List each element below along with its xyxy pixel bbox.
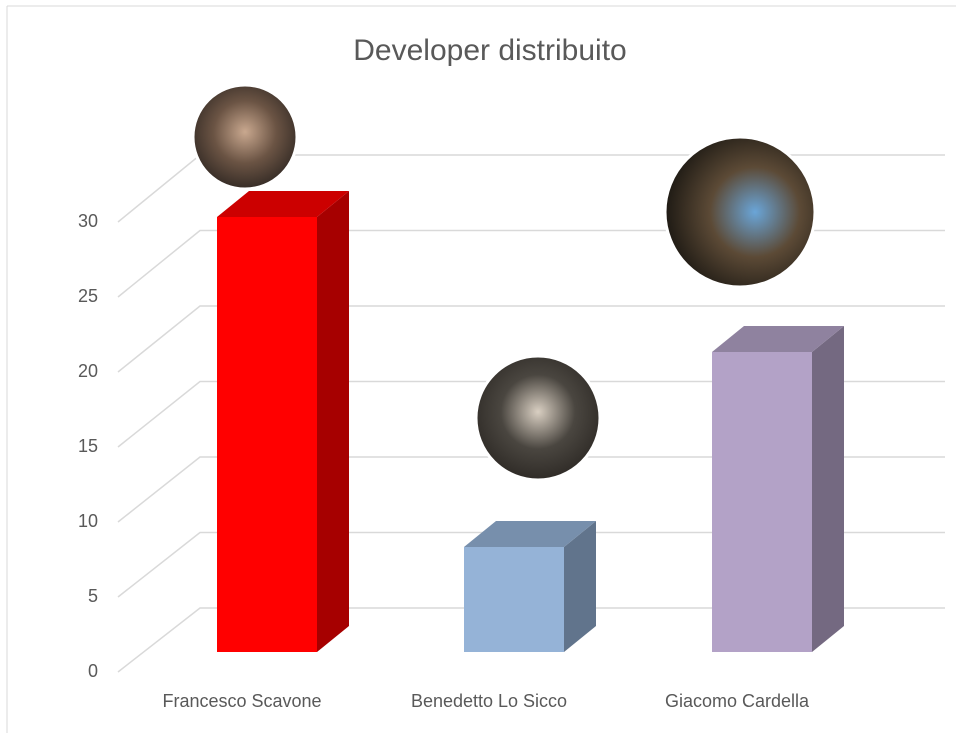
y-tick-label: 5 xyxy=(88,586,98,606)
grid-line xyxy=(117,380,945,448)
photo xyxy=(191,83,299,191)
x-tick-label: Benedetto Lo Sicco xyxy=(411,691,567,711)
bar-top xyxy=(464,521,596,547)
bars xyxy=(217,191,844,652)
grid-line xyxy=(117,305,945,373)
bar-side xyxy=(812,326,844,652)
grid-line xyxy=(117,607,945,673)
bar-top xyxy=(712,326,844,352)
bar-top xyxy=(217,191,349,217)
y-tick-label: 0 xyxy=(88,661,98,681)
chart-title: Developer distribuito xyxy=(353,34,626,67)
photo xyxy=(663,135,817,289)
grid-line xyxy=(117,531,945,598)
y-tick-label: 30 xyxy=(78,211,98,231)
y-tick-label: 15 xyxy=(78,436,98,456)
y-tick-label: 25 xyxy=(78,286,98,306)
bar-side xyxy=(317,191,349,652)
x-tick-label: Francesco Scavone xyxy=(162,691,321,711)
x-tick-label: Giacomo Cardella xyxy=(665,691,810,711)
bar xyxy=(217,217,317,652)
bar-side xyxy=(564,521,596,652)
bar xyxy=(464,547,564,652)
photo xyxy=(474,354,602,482)
photos xyxy=(191,83,817,482)
grid-line xyxy=(117,456,945,523)
bar xyxy=(712,352,812,652)
y-tick-label: 10 xyxy=(78,511,98,531)
y-tick-label: 20 xyxy=(78,361,98,381)
